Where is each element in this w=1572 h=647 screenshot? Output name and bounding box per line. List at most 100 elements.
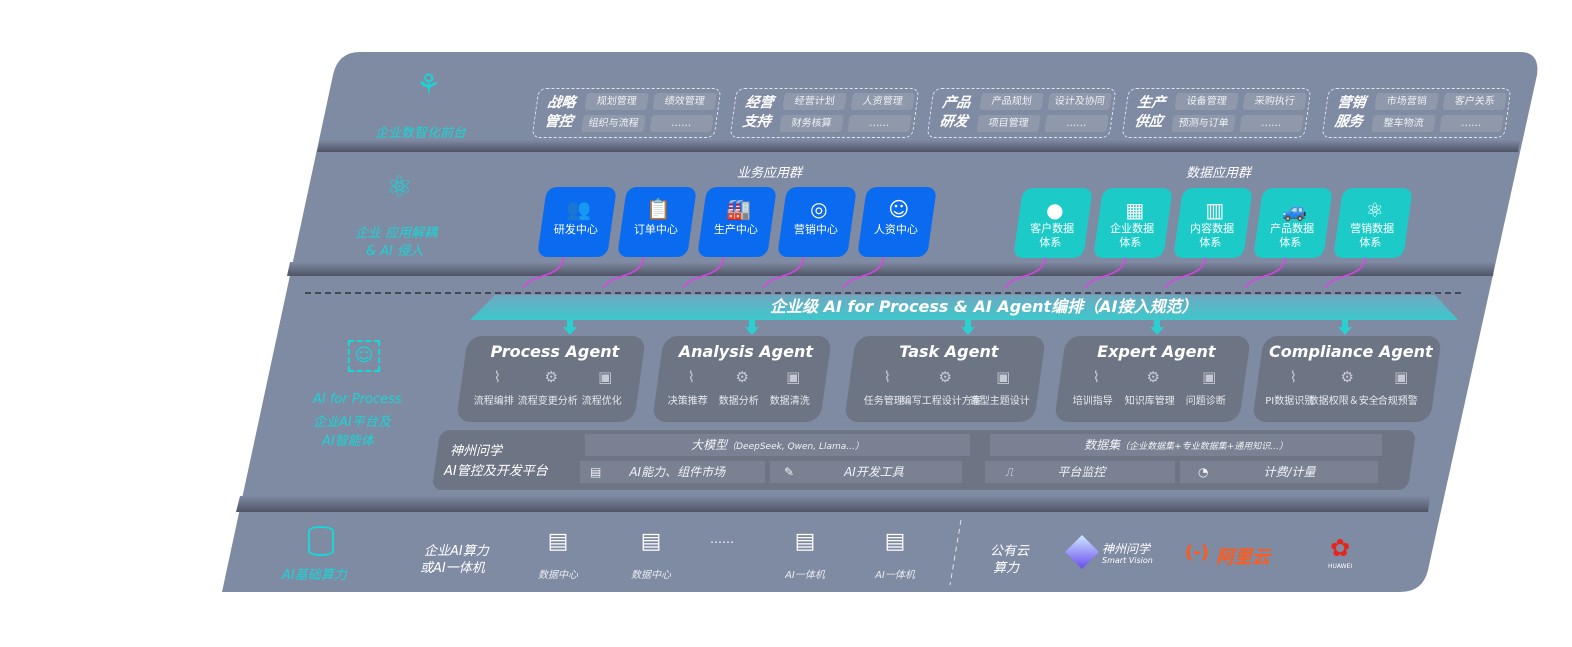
model-note: （DeepSeek, Qwen, Llama...） [727, 442, 864, 452]
data-group-title: 数据应用群 [1186, 166, 1252, 181]
layer1-label: 企业数智化前台 [375, 126, 467, 141]
tile-label: 订单中心 [633, 223, 678, 236]
data-app-tile[interactable]: ⚛ 营销数据 体系 [1333, 188, 1413, 258]
dataset-label: 数据集 [1084, 438, 1121, 452]
server-item: ▤ AI一体机 [860, 530, 930, 582]
tile-label-1: 企业数据 [1110, 222, 1155, 235]
server-label: AI一体机 [785, 570, 825, 581]
capability-chip[interactable]: 规划管理 [584, 93, 649, 110]
server-label: AI一体机 [875, 570, 915, 581]
layer2-label-2: & AI 侵入 [366, 244, 424, 259]
factory-icon: 🏭 [726, 197, 752, 221]
group-title: 生产供应 [1133, 95, 1167, 130]
clipboard-icon: 📋 [646, 197, 672, 221]
business-app-tile[interactable]: ☺ 人资中心 [857, 187, 937, 257]
capability-chip[interactable]: …… [1439, 115, 1504, 132]
capability-chip[interactable]: 财务核算 [779, 115, 844, 132]
agent-card[interactable]: Analysis Agent ⌇ 决策推荐 ⚙ 数据分析 ▣ 数据清洗 [651, 336, 833, 422]
capability-chip[interactable]: 设备管理 [1174, 93, 1239, 110]
business-app-tile[interactable]: ◎ 营销中心 [777, 187, 857, 257]
platform-title-2: AI管控及开发平台 [444, 464, 548, 479]
capability-chip[interactable]: 设计及协同 [1047, 93, 1112, 110]
aliyun-logo: 阿里云 [1216, 547, 1270, 568]
tile-label: 人资中心 [873, 223, 918, 236]
agent-card[interactable]: Expert Agent ⌇ 培训指导 ⚙ 知识库管理 ▣ 问题诊断 [1053, 336, 1252, 422]
business-app-tile[interactable]: 📋 订单中心 [617, 187, 697, 257]
data-app-tile[interactable]: ▦ 企业数据 体系 [1093, 188, 1173, 258]
tile-label-2: 体系 [1039, 236, 1062, 249]
layer1-group: 营销服务 市场营销 客户关系 整车物流…… [1321, 88, 1512, 138]
billing-bar[interactable]: ◔ 计费/计量 [1180, 461, 1378, 483]
feature-icon: ▣ [1202, 368, 1217, 386]
feature-icon: ▣ [996, 368, 1011, 386]
capability-chip[interactable]: 绩效管理 [652, 93, 717, 110]
capability-chip[interactable]: 项目管理 [976, 115, 1041, 132]
tile-label-1: 产品数据 [1270, 222, 1315, 235]
data-app-tile[interactable]: ▥ 内容数据 体系 [1173, 188, 1253, 258]
capability-chip[interactable]: …… [1239, 115, 1304, 132]
gauge-icon: ◔ [1198, 465, 1209, 479]
devtools-bar[interactable]: ✎ AI开发工具 [770, 461, 962, 483]
feature-label: 合规预警 [1377, 396, 1418, 407]
agent-card[interactable]: Task Agent ⌇ 任务管理 ⚙ 编写工程设计方案 ▣ 造型主题设计 [843, 336, 1047, 422]
feature-icon: ⌇ [493, 368, 501, 386]
agent-title: Compliance Agent [1269, 342, 1433, 361]
feature-icon: ⚙ [544, 368, 558, 386]
market-bar[interactable]: ▤ AI能力、组件市场 [580, 461, 765, 483]
feature-icon: ⚙ [1340, 368, 1354, 386]
monitor-icon: ⎍ [1005, 465, 1014, 479]
capability-chip[interactable]: …… [649, 115, 714, 132]
target-icon: ◎ [810, 197, 828, 221]
layer3-label-1: AI for Process [313, 392, 402, 407]
layer1-group: 战略管控 规划管理 绩效管理 组织与流程…… [531, 88, 722, 138]
data-app-tile[interactable]: ● 客户数据 体系 [1013, 188, 1093, 258]
feature-icon: ⚙ [938, 368, 952, 386]
business-app-tile[interactable]: 👥 研发中心 [537, 187, 617, 257]
server-icon: ▤ [794, 529, 816, 554]
feature-icon: ⌇ [1289, 368, 1297, 386]
capability-chip[interactable]: …… [847, 115, 912, 132]
capability-chip[interactable]: …… [1044, 115, 1109, 132]
group-title: 营销服务 [1333, 95, 1367, 130]
capability-chip[interactable]: 采购执行 [1242, 93, 1307, 110]
monitor-bar[interactable]: ⎍ 平台监控 [985, 461, 1175, 483]
tile-label-1: 营销数据 [1350, 222, 1395, 235]
tile-label: 研发中心 [553, 223, 598, 236]
down-arrow [961, 320, 975, 335]
capability-chip[interactable]: 市场营销 [1374, 93, 1439, 110]
aliyun-mark: (-) [1185, 542, 1209, 563]
server-item: ▤ 数据中心 [616, 529, 686, 582]
books-icon: ▥ [1205, 198, 1225, 222]
business-app-tile[interactable]: 🏭 生产中心 [697, 187, 777, 257]
layer1-group: 经营支持 经营计划 人资管理 财务核算…… [729, 88, 920, 138]
agent-card[interactable]: Process Agent ⌇ 流程编排 ⚙ 流程变更分析 ▣ 流程优化 [455, 336, 647, 422]
building-icon: ▦ [1125, 198, 1145, 222]
layer3-label-3: AI智能体 [322, 434, 374, 449]
agent-card[interactable]: Compliance Agent ⌇ PI数据识别 ⚙ 数据权限＆安全 ▣ 合规预警 [1251, 336, 1443, 422]
tile-label-2: 体系 [1279, 236, 1302, 249]
capability-chip[interactable]: 客户关系 [1442, 93, 1507, 110]
public-compute-2: 算力 [993, 561, 1020, 576]
capability-chip[interactable]: 产品规划 [979, 93, 1044, 110]
feature-icon: ▣ [598, 368, 613, 386]
capability-chip[interactable]: 人资管理 [850, 93, 915, 110]
capability-chip[interactable]: 预测与订单 [1171, 115, 1236, 132]
model-bar: 大模型（DeepSeek, Qwen, Llama...） [585, 434, 970, 456]
layer2-label-1: 企业 应用解耦 [355, 226, 438, 241]
server-icon: ▤ [547, 529, 569, 554]
feature-label: 造型主题设计 [969, 396, 1030, 407]
car-icon: 🚙 [1282, 198, 1308, 222]
capability-chip[interactable]: 组织与流程 [581, 115, 646, 132]
agent-title: Process Agent [490, 342, 620, 361]
model-label: 大模型 [691, 438, 728, 452]
capability-chip[interactable]: 经营计划 [782, 93, 847, 110]
data-app-tile[interactable]: 🚙 产品数据 体系 [1253, 188, 1333, 258]
capability-chip[interactable]: 整车物流 [1371, 115, 1436, 132]
tile-label-1: 内容数据 [1190, 222, 1235, 235]
business-group-title: 业务应用群 [737, 166, 803, 181]
down-arrow [1150, 320, 1164, 335]
agent-title: Task Agent [899, 342, 999, 361]
agent-title: Analysis Agent [678, 342, 814, 361]
server-icon: ▤ [640, 529, 662, 554]
platform-title-1: 神州问学 [450, 444, 503, 459]
